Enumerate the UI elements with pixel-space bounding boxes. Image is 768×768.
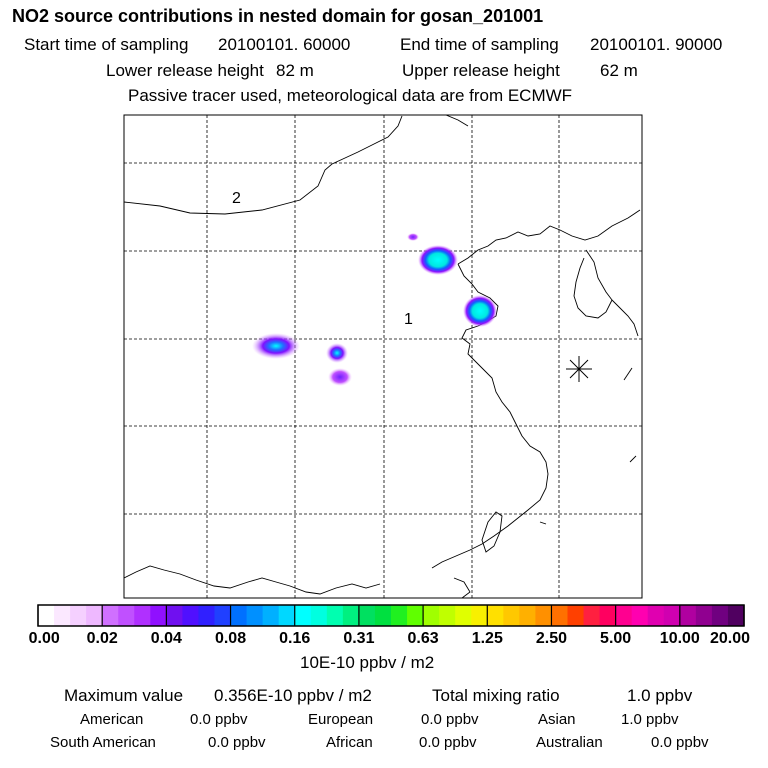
region-american-value: 0.0 ppbv (190, 711, 248, 728)
colorbar-cell (695, 605, 713, 626)
max-value-label: Maximum value (64, 686, 184, 705)
colorbar-cell (615, 605, 633, 626)
colorbar-cell (391, 605, 408, 626)
colorbar-cell (551, 605, 569, 626)
colorbar-cell (583, 605, 601, 626)
region-asian-label: Asian (538, 711, 576, 728)
colorbar (37, 604, 745, 627)
colorbar-tick-label: 0.63 (407, 630, 439, 647)
lat-lon-grid (124, 115, 642, 598)
region-south-american-value: 0.0 ppbv (208, 734, 266, 751)
colorbar-border (37, 604, 745, 627)
colorbar-tick-label: 5.00 (600, 630, 632, 647)
colorbar-cell (711, 605, 729, 626)
colorbar-cell (631, 605, 649, 626)
plume-blob (252, 333, 300, 359)
region-label-2: 2 (232, 190, 241, 207)
colorbar-tick-label: 10.00 (659, 630, 700, 647)
tracer-note: Passive tracer used, meteorological data… (128, 86, 573, 105)
total-mixing-value: 1.0 ppbv (627, 686, 693, 705)
colorbar-cell (727, 605, 745, 626)
colorbar-cell (439, 605, 456, 626)
colorbar-cell (118, 605, 135, 626)
colorbar-cell (503, 605, 520, 626)
region-australian-label: Australian (536, 734, 603, 751)
colorbar-cell (647, 605, 665, 626)
max-value: 0.356E-10 ppbv / m2 (214, 686, 372, 705)
colorbar-cell (407, 605, 424, 626)
region-label-1: 1 (404, 311, 413, 328)
colorbar-cell (487, 605, 504, 626)
region-african-value: 0.0 ppbv (419, 734, 477, 751)
colorbar-cell (230, 605, 248, 626)
start-time-label: Start time of sampling (24, 35, 189, 54)
end-time-label: End time of sampling (400, 35, 559, 54)
colorbar-cell (423, 605, 440, 626)
region-australian-value: 0.0 ppbv (651, 734, 709, 751)
colorbar-cell (342, 605, 360, 626)
region-asian-value: 1.0 ppbv (621, 711, 679, 728)
plot-title: NO2 source contributions in nested domai… (12, 6, 544, 26)
colorbar-tick-label: 0.00 (28, 630, 60, 647)
colorbar-cell (358, 605, 376, 626)
region-european-label: European (308, 711, 374, 728)
plume-blob (418, 245, 458, 275)
colorbar-cell (294, 605, 312, 626)
colorbar-cell (150, 605, 167, 626)
lower-release-label: Lower release height (106, 61, 264, 80)
colorbar-cell (679, 605, 697, 626)
colorbar-tick-label: 0.02 (86, 630, 118, 647)
colorbar-cell (86, 605, 103, 626)
colorbar-cell (663, 605, 681, 626)
colorbar-unit: 10E-10 ppbv / m2 (300, 653, 435, 672)
colorbar-cell (182, 605, 200, 626)
plume-blob (326, 343, 348, 363)
lower-release-value: 82 m (276, 61, 314, 80)
plume-blob (328, 368, 352, 386)
region-european-value: 0.0 ppbv (421, 711, 479, 728)
region-south-american-label: South American (50, 734, 156, 751)
colorbar-cell (326, 605, 344, 626)
colorbar-tick-label: 0.16 (279, 630, 311, 647)
colorbar-cell (455, 605, 472, 626)
colorbar-tick-label: 1.25 (471, 630, 503, 647)
colorbar-tick-label: 2.50 (535, 630, 568, 647)
colorbar-cell (134, 605, 151, 626)
colorbar-cell (198, 605, 216, 626)
asterisk-icon (566, 356, 592, 382)
colorbar-cell (535, 605, 553, 626)
upper-release-label: Upper release height (402, 61, 560, 80)
colorbar-cell (599, 605, 617, 626)
end-time-value: 20100101. 90000 (590, 35, 723, 54)
plume-areas (252, 233, 497, 386)
colorbar-tick-label: 0.08 (214, 630, 247, 647)
region-american-label: American (80, 711, 144, 728)
colorbar-cell (310, 605, 328, 626)
colorbar-cell (70, 605, 87, 626)
plume-blob (463, 295, 497, 327)
colorbar-cell (471, 605, 488, 626)
plume-blob (407, 233, 419, 241)
colorbar-cell (374, 605, 392, 626)
colorbar-tick-label: 0.04 (150, 630, 182, 647)
colorbar-cell (246, 605, 264, 626)
colorbar-cell (214, 605, 232, 626)
colorbar-cell (567, 605, 585, 626)
start-time-value: 20100101. 60000 (218, 35, 351, 54)
colorbar-cell (38, 605, 55, 626)
total-mixing-label: Total mixing ratio (432, 686, 560, 705)
region-african-label: African (326, 734, 373, 751)
colorbar-cell (519, 605, 537, 626)
colorbar-cell (278, 605, 296, 626)
colorbar-tick-label: 20.00 (709, 630, 751, 647)
colorbar-cell (102, 605, 119, 626)
map-frame (123, 114, 643, 599)
colorbar-tick-label: 0.31 (343, 630, 375, 647)
colorbar-cell (262, 605, 280, 626)
upper-release-value: 62 m (600, 61, 638, 80)
colorbar-cell (166, 605, 184, 626)
colorbar-cell (54, 605, 71, 626)
